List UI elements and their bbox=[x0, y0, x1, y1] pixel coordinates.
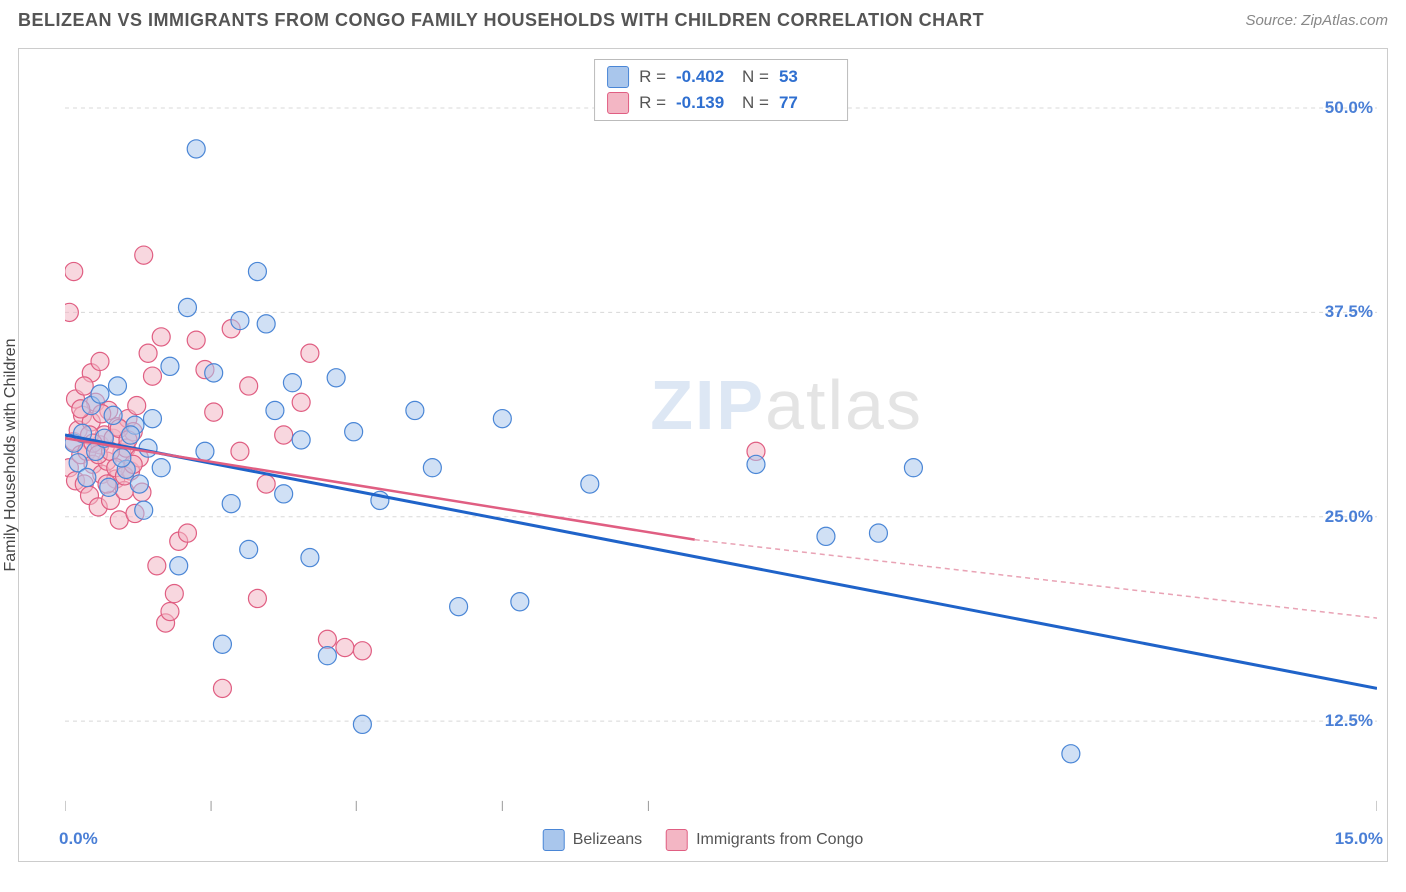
x-min-label: 0.0% bbox=[59, 829, 98, 849]
scatter-svg bbox=[65, 59, 1377, 811]
r-value: -0.402 bbox=[676, 67, 732, 87]
legend-swatch bbox=[607, 66, 629, 88]
r-value: -0.139 bbox=[676, 93, 732, 113]
x-max-label: 15.0% bbox=[1335, 829, 1383, 849]
chart-title: BELIZEAN VS IMMIGRANTS FROM CONGO FAMILY… bbox=[18, 10, 984, 31]
legend-label: Belizeans bbox=[573, 831, 642, 849]
chart-container: Family Households with Children ZIPatlas… bbox=[18, 48, 1388, 862]
legend-item: Immigrants from Congo bbox=[666, 829, 863, 851]
legend-label: Immigrants from Congo bbox=[696, 831, 863, 849]
legend-swatch bbox=[543, 829, 565, 851]
correlation-row: R = -0.402 N = 53 bbox=[607, 64, 835, 90]
n-label: N = bbox=[742, 93, 769, 113]
r-label: R = bbox=[639, 93, 666, 113]
correlation-box: R = -0.402 N = 53 R = -0.139 N = 77 bbox=[594, 59, 848, 121]
n-value: 77 bbox=[779, 93, 835, 113]
plot-area: ZIPatlas 12.5%25.0%37.5%50.0% R =-0.402N… bbox=[65, 59, 1377, 811]
y-axis-label: Family Households with Children bbox=[2, 339, 20, 572]
legend-item: Belizeans bbox=[543, 829, 642, 851]
n-value: 53 bbox=[779, 67, 835, 87]
n-label: N = bbox=[742, 67, 769, 87]
chart-header: BELIZEAN VS IMMIGRANTS FROM CONGO FAMILY… bbox=[0, 0, 1406, 37]
bottom-legend: Belizeans Immigrants from Congo bbox=[543, 829, 864, 851]
r-label: R = bbox=[639, 67, 666, 87]
chart-source: Source: ZipAtlas.com bbox=[1245, 12, 1388, 29]
legend-swatch bbox=[666, 829, 688, 851]
correlation-row: R = -0.139 N = 77 bbox=[607, 90, 835, 116]
y-tick-label: 25.0% bbox=[1325, 507, 1379, 527]
y-tick-label: 50.0% bbox=[1325, 98, 1379, 118]
y-tick-label: 37.5% bbox=[1325, 302, 1379, 322]
legend-swatch bbox=[607, 92, 629, 114]
y-tick-label: 12.5% bbox=[1325, 711, 1379, 731]
